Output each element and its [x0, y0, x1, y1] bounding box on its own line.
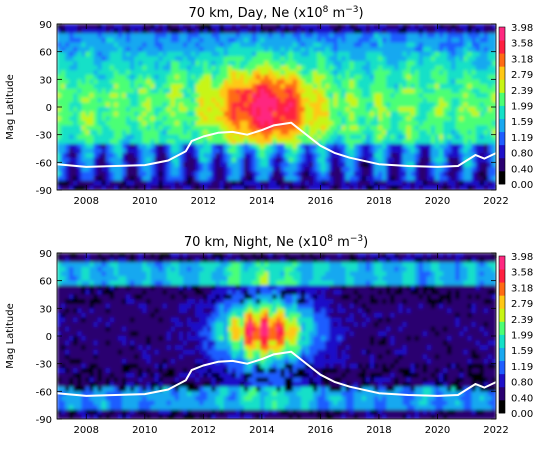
colorbar-segment — [499, 308, 505, 321]
x-tick-label: 2022 — [483, 196, 508, 207]
x-tick-label: 2020 — [425, 196, 450, 207]
colorbar-tick-label: 2.79 — [511, 299, 533, 310]
y-tick-label: -60 — [36, 158, 52, 169]
colorbar-tick-label: 0.80 — [511, 378, 533, 389]
colorbar-segment — [499, 387, 505, 400]
panel-night: 70 km, Night, Ne (x108 m−3) Mag Latitude… — [5, 234, 533, 436]
colorbar: 3.98 3.58 3.18 2.79 2.39 1.99 1.59 1.19 0.80 0.40… — [499, 252, 533, 420]
colorbar-segment — [499, 40, 505, 53]
y-tick-label: 30 — [39, 75, 52, 86]
y-tick-label: -90 — [36, 415, 52, 426]
x-tick-label: 2022 — [483, 425, 508, 436]
colorbar-tick-label: 2.79 — [511, 70, 533, 81]
colorbar-tick-label: 3.98 — [511, 252, 533, 263]
x-tick-label: 2014 — [249, 196, 274, 207]
colorbar-segment — [499, 335, 505, 348]
y-tick-label: 60 — [39, 48, 52, 59]
y-tick-label: -60 — [36, 387, 52, 398]
x-tick-label: 2012 — [191, 425, 216, 436]
x-tick-label: 2008 — [74, 196, 99, 207]
colorbar-segment — [499, 295, 505, 308]
colorbar-tick-label: 3.18 — [511, 54, 533, 65]
colorbar-segment — [499, 256, 505, 269]
x-tick-label: 2016 — [308, 425, 333, 436]
colorbar-tick-label: 0.00 — [511, 180, 533, 191]
colorbar-segment — [499, 361, 505, 374]
colorbar-segment — [499, 321, 505, 334]
colorbar-tick-label: 1.59 — [511, 117, 533, 128]
panel-title: 70 km, Night, Ne (x108 m−3) — [184, 234, 368, 250]
colorbar-segment — [499, 158, 505, 171]
colorbar-tick-label: 0.80 — [511, 149, 533, 160]
colorbar-segment — [499, 27, 505, 40]
colorbar-segment — [499, 374, 505, 387]
colorbar-tick-label: 3.98 — [511, 23, 533, 34]
x-tick-label: 2010 — [132, 425, 157, 436]
colorbar-tick-label: 1.99 — [511, 331, 533, 342]
colorbar-segment — [499, 92, 505, 105]
colorbar-segment — [499, 53, 505, 66]
x-tick-label: 2020 — [425, 425, 450, 436]
x-tick-label: 2018 — [366, 425, 391, 436]
colorbar-tick-label: 3.18 — [511, 283, 533, 294]
y-axis-label: Mag Latitude — [5, 303, 16, 368]
colorbar-segment — [499, 145, 505, 158]
colorbar-segment — [499, 171, 505, 184]
colorbar-segment — [499, 119, 505, 132]
y-tick-label: -30 — [36, 360, 52, 371]
panel-title: 70 km, Day, Ne (x108 m−3) — [188, 5, 363, 21]
y-axis-label: Mag Latitude — [5, 74, 16, 139]
colorbar-tick-label: 0.00 — [511, 409, 533, 420]
x-tick-label: 2014 — [249, 425, 274, 436]
y-tick-label: -30 — [36, 131, 52, 142]
colorbar-tick-label: 0.40 — [511, 393, 533, 404]
x-tick-label: 2012 — [191, 196, 216, 207]
x-tick-label: 2008 — [74, 425, 99, 436]
x-tick-label: 2016 — [308, 196, 333, 207]
colorbar-tick-label: 3.58 — [511, 39, 533, 50]
y-tick-label: 0 — [46, 103, 52, 114]
y-tick-label: 0 — [46, 332, 52, 343]
colorbar-tick-label: 1.99 — [511, 102, 533, 113]
y-tick-label: 90 — [39, 249, 52, 260]
colorbar-segment — [499, 132, 505, 145]
y-tick-label: -90 — [36, 186, 52, 197]
panel-day: 70 km, Day, Ne (x108 m−3) Mag Latitude 9… — [5, 5, 533, 207]
colorbar-tick-label: 1.19 — [511, 133, 533, 144]
colorbar-tick-label: 2.39 — [511, 315, 533, 326]
colorbar: 3.98 3.58 3.18 2.79 2.39 1.99 1.59 1.19 0.80 0.40… — [499, 23, 533, 191]
colorbar-segment — [499, 79, 505, 92]
colorbar-tick-label: 0.40 — [511, 164, 533, 175]
colorbar-segment — [499, 106, 505, 119]
colorbar-tick-label: 1.59 — [511, 346, 533, 357]
y-tick-label: 90 — [39, 20, 52, 31]
colorbar-segment — [499, 282, 505, 295]
x-tick-label: 2010 — [132, 196, 157, 207]
colorbar-segment — [499, 400, 505, 413]
y-tick-label: 30 — [39, 304, 52, 315]
colorbar-tick-label: 1.19 — [511, 362, 533, 373]
colorbar-tick-label: 3.58 — [511, 268, 533, 279]
y-tick-label: 60 — [39, 277, 52, 288]
colorbar-segment — [499, 269, 505, 282]
x-tick-label: 2018 — [366, 196, 391, 207]
colorbar-segment — [499, 348, 505, 361]
colorbar-tick-label: 2.39 — [511, 86, 533, 97]
colorbar-segment — [499, 66, 505, 79]
